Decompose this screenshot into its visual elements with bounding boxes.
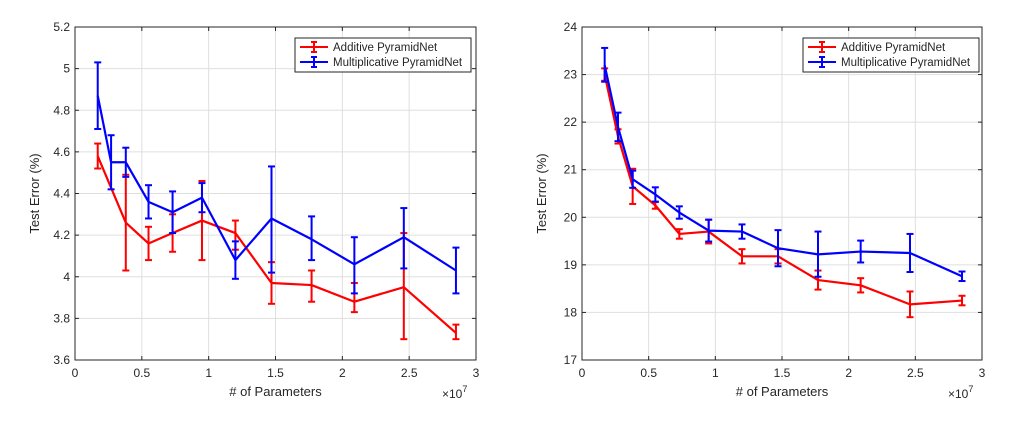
x-tick-label: 0 (579, 366, 586, 380)
y-tick-label: 19 (564, 258, 578, 272)
chart-panel-2: 0 0.5 1 1.5 2 2.5 3 17 18 19 20 21 22 23 24 # of Parame… (534, 20, 986, 401)
y-tick-label: 4.6 (53, 145, 70, 159)
x-tick-label: 3 (473, 366, 480, 380)
x-multiplier: ×107 (948, 384, 973, 401)
y-tick-label: 18 (564, 305, 578, 319)
y-tick-label: 22 (564, 115, 578, 129)
y-axis-label: Test Error (%) (534, 153, 549, 233)
y-tick-label: 23 (564, 68, 578, 82)
y-tick-label: 3.8 (53, 311, 70, 325)
x-tick-label: 2 (339, 366, 346, 380)
x-multiplier-base: ×10 (948, 387, 969, 401)
legend: Additive PyramidNet Multiplicative Pyrami… (294, 37, 472, 73)
y-tick-label: 5 (63, 62, 70, 76)
x-tick-label: 1.5 (774, 366, 791, 380)
legend-box (294, 37, 472, 73)
y-tick-label: 4.2 (53, 228, 70, 242)
x-tick-label: 3 (979, 366, 986, 380)
y-tick-label: 21 (564, 163, 578, 177)
y-tick-label: 17 (564, 353, 578, 367)
x-tick-label: 1 (205, 366, 212, 380)
y-tick-label: 20 (564, 210, 578, 224)
y-tick-label: 4.8 (53, 103, 70, 117)
x-tick-label: 0 (72, 366, 79, 380)
x-tick-label: 2.5 (401, 366, 418, 380)
legend-label: Multiplicative PyramidNet (841, 57, 971, 69)
series-multiplicative (601, 46, 966, 283)
x-tick-label: 0.5 (133, 366, 150, 380)
ticks: 0 0.5 1 1.5 2 2.5 3 17 18 19 20 21 22 23 24 (564, 20, 986, 380)
x-multiplier-base: ×10 (442, 387, 463, 401)
chart-panel-1: 0 0.5 1 1.5 2 2.5 3 3.6 3.8 4 4.2 4.4 4.6 4.8 5 5.2 # of… (27, 20, 480, 401)
series-line (603, 74, 963, 306)
x-tick-label: 1 (712, 366, 719, 380)
legend-box (802, 37, 980, 73)
legend-label: Additive PyramidNet (333, 42, 438, 54)
ticks: 0 0.5 1 1.5 2 2.5 3 3.6 3.8 4 4.2 4.4 4.6 4.8 5 5.2 (53, 20, 479, 380)
legend-label: Multiplicative PyramidNet (333, 57, 463, 69)
y-axis-label: Test Error (%) (27, 153, 42, 233)
legend-label: Additive PyramidNet (841, 42, 946, 54)
series-line (603, 64, 963, 278)
legend: Additive PyramidNet Multiplicative Pyrami… (802, 37, 980, 73)
y-tick-label: 4.4 (53, 187, 70, 201)
x-multiplier: ×107 (442, 384, 467, 401)
y-tick-label: 5.2 (53, 20, 70, 34)
series-multiplicative (94, 61, 460, 295)
x-tick-label: 1.5 (267, 366, 284, 380)
y-tick-label: 3.6 (53, 353, 70, 367)
x-tick-label: 2 (845, 366, 852, 380)
x-tick-label: 0.5 (640, 366, 657, 380)
y-tick-label: 4 (63, 270, 70, 284)
x-multiplier-exponent: 7 (462, 384, 467, 394)
x-axis-label: # of Parameters (736, 384, 829, 399)
x-axis-label: # of Parameters (229, 384, 322, 399)
series-line (96, 95, 457, 272)
x-multiplier-exponent: 7 (968, 384, 973, 394)
x-tick-label: 2.5 (907, 366, 924, 380)
y-tick-label: 24 (564, 20, 578, 34)
